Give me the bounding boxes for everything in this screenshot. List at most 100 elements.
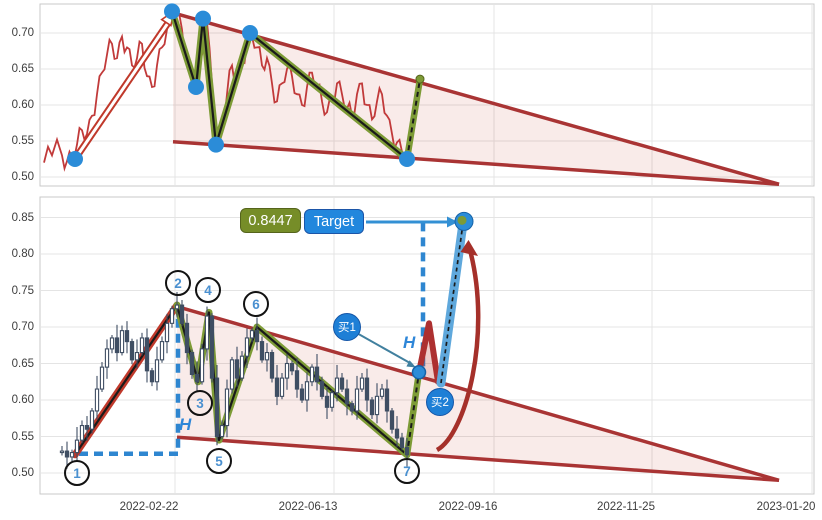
candle-body (114, 337, 120, 354)
pivot-dot (242, 25, 258, 41)
candle-body (119, 330, 125, 354)
candle-body (184, 322, 190, 354)
candle-body (139, 337, 145, 354)
candle-body (259, 341, 265, 361)
candle-body (249, 330, 255, 339)
y-axis-tick-bottom: 0.65 (11, 357, 34, 370)
x-axis-tick: 2022-09-16 (438, 501, 498, 513)
wedge-upper-line-top (172, 11, 780, 186)
candle-body (84, 424, 90, 430)
buy1-signal-badge: 买1 (333, 313, 361, 341)
candle-body (334, 377, 340, 394)
candle-body (79, 424, 85, 441)
wave-number-circle: 7 (394, 458, 420, 484)
target-arrowhead (447, 216, 458, 228)
wave-number-circle: 6 (243, 291, 269, 317)
height-label-1: H (179, 415, 192, 434)
wedge-lower-line-top (172, 139, 780, 186)
y-axis-tick-top: 0.55 (11, 135, 34, 147)
wedge-upper-line-bottom (176, 304, 780, 482)
candle-body (164, 322, 170, 343)
y-axis-tick-top: 0.50 (11, 171, 34, 183)
candle-body (169, 308, 175, 324)
candle-body (289, 362, 295, 372)
wave-number-circle: 5 (206, 448, 232, 474)
candle-body (124, 330, 130, 343)
pivot-dot (67, 151, 83, 167)
y-axis-tick-bottom: 0.75 (11, 284, 34, 297)
candle-body (279, 377, 285, 397)
candle-body (229, 359, 235, 390)
candle-body (319, 381, 325, 397)
y-axis-tick-top: 0.65 (11, 63, 34, 75)
candle-body (299, 388, 305, 401)
wave-number-circle: 4 (195, 277, 221, 303)
candle-body (389, 410, 395, 430)
candle-body (284, 362, 290, 379)
x-axis-tick: 2022-06-13 (278, 501, 338, 513)
candle-body (179, 304, 185, 324)
pivot-dot (208, 136, 224, 153)
breakout-endpoint-top (415, 74, 425, 84)
buy1-pointer-line (358, 333, 411, 364)
height-label-2: H (403, 333, 416, 352)
candle-body (294, 370, 300, 390)
candle-body (394, 428, 400, 439)
candle-body (69, 452, 75, 458)
x-axis-tick: 2023-01-20 (756, 501, 816, 513)
candle-body (314, 366, 320, 383)
candle-body (324, 395, 330, 408)
wedge-lower-line-bottom (176, 435, 780, 483)
candle-body (309, 366, 315, 383)
buy2-signal-badge: 买2 (426, 388, 454, 416)
candle-body (174, 304, 180, 310)
y-axis-tick-bottom: 0.85 (11, 211, 34, 224)
candle-body (159, 341, 165, 361)
candle-body (374, 395, 380, 416)
candle-body (359, 377, 365, 390)
candle-body (304, 381, 310, 401)
pivot-dot (188, 79, 204, 95)
candle-body (239, 355, 245, 379)
candle-body (234, 359, 240, 379)
candle-body (149, 370, 155, 383)
breakout-spike (416, 320, 441, 385)
breakout-dashed-bottom-core (406, 372, 420, 455)
candle-body (59, 450, 65, 454)
price-line (43, 9, 408, 172)
candle-body (404, 446, 410, 456)
y-axis-tick-top: 0.70 (11, 27, 34, 39)
x-axis-tick: 2022-11-25 (597, 501, 655, 513)
candle-body (384, 388, 390, 412)
uptrend-arrow-core (73, 19, 172, 160)
candle-body (134, 351, 140, 361)
candle-body (94, 388, 100, 412)
breakout-dashed-top-core (406, 78, 421, 160)
candle-body (154, 359, 160, 383)
zigzag-core-top (170, 11, 408, 160)
y-axis-tick-top: 0.60 (11, 99, 34, 111)
candle-body (194, 373, 200, 383)
candle-body (254, 330, 260, 343)
candle-body (399, 437, 405, 448)
y-axis-tick-bottom: 0.50 (11, 467, 34, 479)
candle-body (144, 337, 150, 372)
candle-body (244, 337, 250, 357)
candle-body (369, 399, 375, 416)
wave-number-circle: 2 (165, 270, 191, 296)
candle-body (109, 337, 115, 350)
candle-body (199, 348, 205, 383)
candle-body (214, 377, 220, 438)
target-label-badge: Target (304, 209, 364, 234)
candle-body (274, 377, 280, 397)
rally-band (436, 218, 468, 388)
candle-body (189, 351, 195, 375)
buy1-pointer-arrowhead (406, 360, 416, 368)
candle-body (89, 410, 95, 430)
candle-body (349, 403, 355, 412)
height-measure-dashed-line (79, 307, 181, 456)
x-axis-tick: 2022-02-22 (119, 501, 179, 513)
pivot-dot (164, 3, 180, 20)
candle-body (104, 348, 110, 368)
